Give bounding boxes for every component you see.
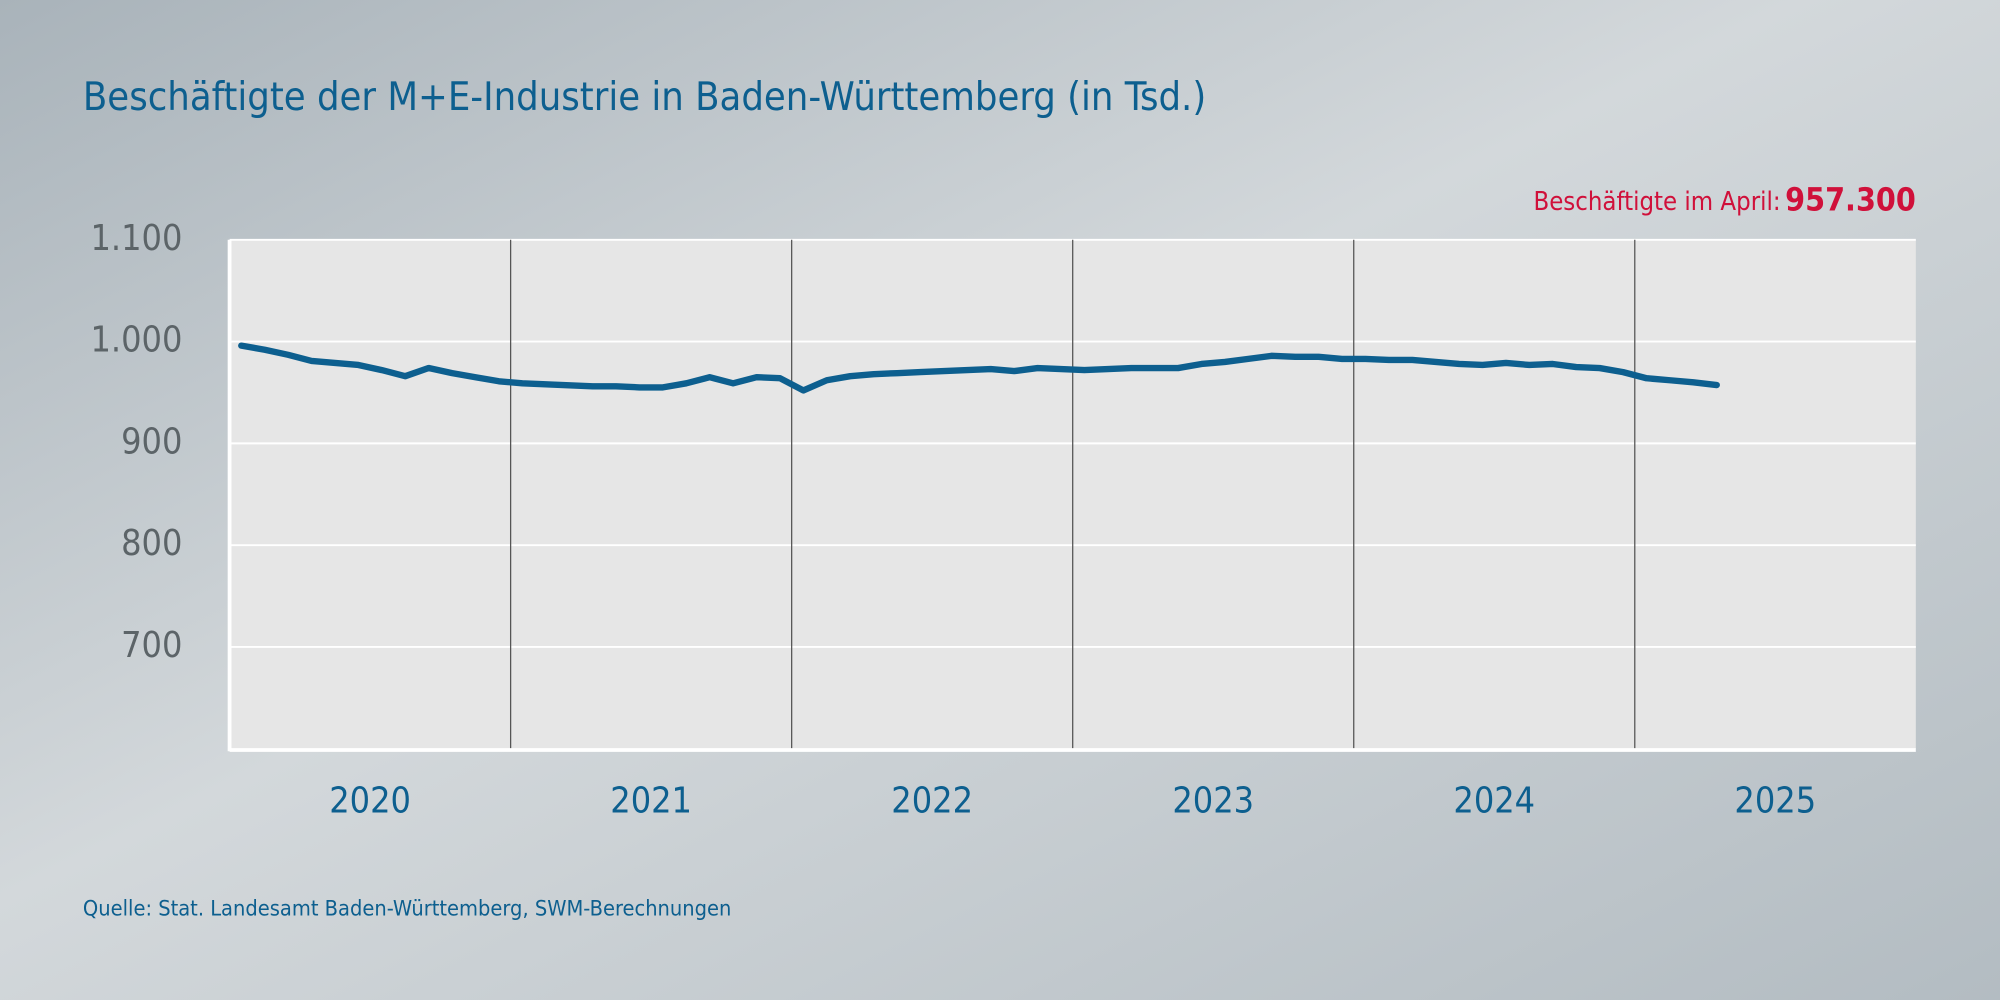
y-tick-label: 800 — [121, 523, 182, 564]
chart-title: Beschäftigte der M+E-Industrie in Baden-… — [83, 74, 1206, 120]
y-tick-label: 1.100 — [90, 218, 182, 259]
x-tick-label: 2020 — [329, 780, 411, 821]
x-tick-label: 2021 — [610, 780, 692, 821]
data-line — [238, 342, 1720, 394]
annotation-label: Beschäftigte im April: — [1533, 187, 1780, 217]
x-tick-label: 2024 — [1453, 780, 1535, 821]
x-tick-label: 2022 — [891, 780, 973, 821]
y-tick-label: 700 — [121, 625, 182, 666]
y-tick-label: 1.000 — [90, 320, 182, 361]
source: Quelle: Stat. Landesamt Baden-Württember… — [83, 896, 731, 921]
x-tick-label: 2025 — [1734, 780, 1816, 821]
y-tick-label: 900 — [121, 421, 182, 462]
annotation-value: 957.300 — [1785, 181, 1916, 219]
x-tick-label: 2023 — [1172, 780, 1254, 821]
